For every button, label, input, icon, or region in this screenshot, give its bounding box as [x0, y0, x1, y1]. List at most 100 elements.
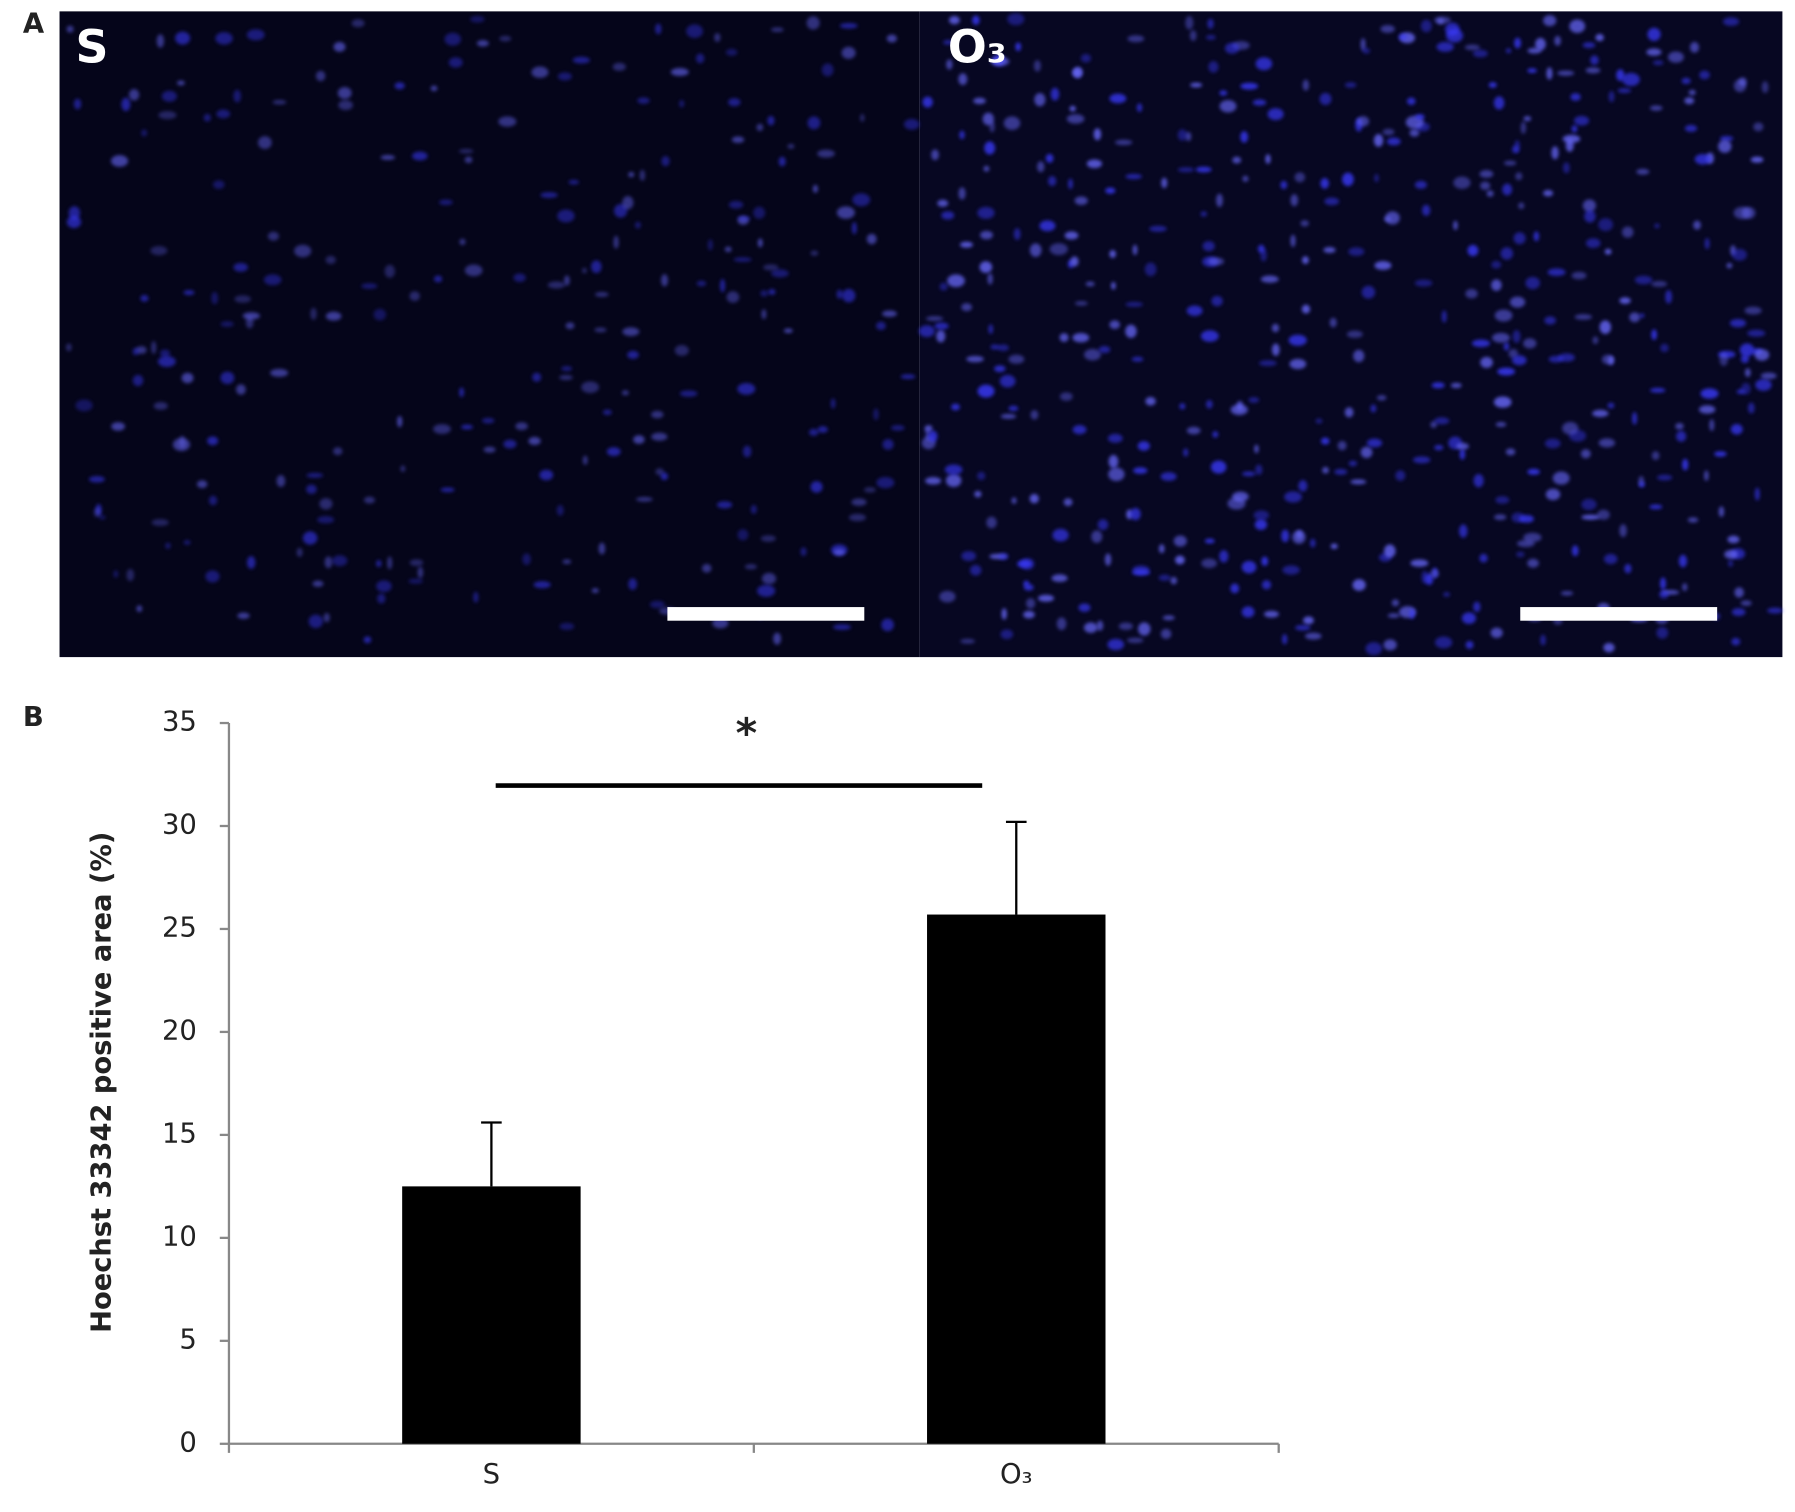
nucleus: [960, 638, 975, 644]
nucleus: [1298, 480, 1308, 492]
nucleus: [1604, 248, 1612, 255]
nucleus: [1621, 226, 1634, 238]
nucleus: [1471, 339, 1491, 348]
nucleus: [1127, 35, 1145, 43]
nucleus: [1107, 433, 1123, 443]
nucleus: [1294, 172, 1306, 183]
nucleus: [448, 57, 463, 68]
nucleus: [312, 580, 324, 587]
nucleus: [1649, 387, 1666, 393]
nucleus: [1753, 122, 1764, 132]
nucleus: [1302, 79, 1310, 91]
nucleus: [1374, 261, 1392, 270]
nucleus: [1608, 356, 1615, 366]
nucleus: [1473, 601, 1481, 613]
nucleus: [1652, 60, 1664, 66]
nucleus: [1029, 493, 1039, 504]
nucleus: [999, 552, 1009, 561]
nucleus: [1365, 642, 1383, 656]
nucleus: [1302, 616, 1314, 625]
nucleus: [220, 321, 234, 327]
nucleus: [1624, 563, 1632, 574]
nucleus: [770, 27, 784, 33]
nucleus: [939, 590, 956, 603]
nucleus: [1091, 530, 1103, 543]
nucleus: [351, 19, 365, 28]
nucleus: [1459, 448, 1466, 460]
nucleus: [1282, 634, 1288, 645]
nucleus: [1241, 606, 1255, 618]
nucleus: [760, 290, 769, 297]
nucleus: [1337, 440, 1347, 451]
nucleus: [1162, 615, 1175, 621]
nucleus: [1320, 437, 1330, 445]
nucleus: [1064, 231, 1079, 240]
nucleus: [1001, 608, 1007, 620]
nucleus: [1224, 42, 1240, 54]
nucleus: [196, 480, 208, 489]
nucleus: [1603, 553, 1618, 565]
nucleus: [1622, 72, 1640, 87]
nucleus: [612, 62, 626, 71]
nucleus: [1069, 105, 1076, 112]
nucleus: [1523, 338, 1537, 349]
nucleus: [1025, 598, 1036, 609]
nucleus: [1260, 248, 1267, 262]
nucleus: [179, 435, 186, 449]
nucleus: [1370, 404, 1377, 413]
y-tick-label: 30: [162, 810, 197, 841]
nucleus: [375, 559, 382, 568]
nucleus: [267, 231, 280, 241]
nucleus: [220, 371, 235, 385]
bar: [402, 1186, 581, 1444]
scale-bar: [1520, 607, 1718, 621]
nucleus: [1617, 88, 1632, 94]
nucleus: [1694, 154, 1711, 165]
nucleus: [1267, 108, 1284, 121]
nucleus: [1137, 441, 1150, 451]
nucleus: [966, 355, 984, 363]
nucleus: [1160, 628, 1172, 639]
nucleus: [1595, 33, 1604, 42]
nucleus: [444, 32, 462, 46]
nucleus: [373, 308, 387, 321]
nucleus: [1063, 498, 1073, 507]
nucleus: [1242, 175, 1249, 182]
nucleus: [719, 278, 726, 293]
nucleus: [1210, 460, 1227, 474]
nucleus: [594, 291, 609, 297]
nucleus: [1037, 594, 1055, 602]
nucleus: [470, 15, 485, 23]
nucleus: [1096, 620, 1104, 631]
nucleus: [980, 230, 993, 240]
nucleus: [1383, 639, 1397, 651]
nucleus: [211, 291, 219, 305]
nucleus: [439, 199, 453, 206]
nucleus: [1205, 399, 1213, 409]
nucleus: [1086, 159, 1103, 169]
nucleus: [1382, 128, 1395, 136]
nucleus: [1008, 405, 1019, 412]
nucleus: [726, 291, 740, 303]
nucleus: [1158, 544, 1165, 554]
nucleus: [1204, 538, 1215, 544]
nucleus: [701, 563, 712, 573]
nucleus: [559, 374, 573, 381]
nucleus: [1684, 124, 1698, 132]
nucleus: [1348, 460, 1358, 467]
nucleus: [1508, 348, 1519, 359]
nucleus: [1486, 190, 1494, 197]
nucleus: [1289, 358, 1307, 370]
nucleus: [132, 347, 140, 356]
nucleus: [1173, 535, 1187, 547]
y-tick-label: 10: [162, 1221, 197, 1252]
nucleus: [1380, 24, 1395, 33]
nucleus: [1443, 592, 1451, 597]
nucleus: [1527, 68, 1537, 74]
nucleus: [1175, 555, 1185, 565]
nucleus: [1718, 506, 1725, 518]
nucleus: [1033, 60, 1041, 72]
nucleus: [1265, 154, 1271, 164]
nucleus: [817, 426, 828, 433]
nucleus: [1430, 421, 1437, 428]
